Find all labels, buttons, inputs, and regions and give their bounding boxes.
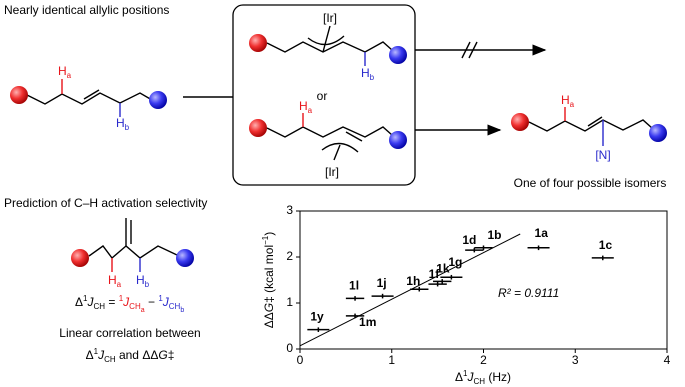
substrate <box>10 79 167 117</box>
text-part: CH <box>169 302 181 311</box>
text-part: ) <box>262 232 276 236</box>
text-part: (Hz) <box>485 370 511 384</box>
text-part: b <box>370 73 375 82</box>
text-part: ‡ <box>262 296 276 303</box>
text-part: H <box>299 99 308 113</box>
caption-line: Linear correlation between <box>59 326 200 340</box>
text-part: J <box>122 295 130 309</box>
text-part: (kcal mol <box>262 245 276 296</box>
product-caption: One of four possible isomers <box>514 176 667 190</box>
rich-text: ΔΔG‡ (kcal mol−1) <box>261 232 276 329</box>
text-part: − <box>145 295 159 309</box>
text-part: CH <box>104 355 116 364</box>
point-label: 1h <box>406 274 420 288</box>
x-tick-label: 2 <box>480 353 487 367</box>
text-part: J <box>162 295 170 309</box>
text-part: H <box>361 66 370 80</box>
rich-text: Δ1JCH = 1JCHa − 1JCHb <box>75 294 184 314</box>
x-tick-label: 4 <box>664 353 671 367</box>
arrows <box>415 41 547 136</box>
point-label: 1l <box>349 278 359 292</box>
ir-label: [Ir] <box>323 11 337 25</box>
text-part: and ΔΔ <box>116 348 159 362</box>
intermediate-bottom <box>249 113 407 161</box>
point-label: 1g <box>448 255 462 269</box>
text-part: b <box>125 123 130 132</box>
rich-text: Hb <box>136 273 150 289</box>
text-part: H <box>108 273 117 287</box>
y-tick-label: 3 <box>286 203 293 217</box>
text-part: 1 <box>119 294 124 303</box>
x-tick-label: 3 <box>572 353 579 367</box>
text-part: 1 <box>158 294 163 303</box>
annotation: R² = 0.9111 <box>498 286 559 300</box>
nitrogen-label: [N] <box>595 148 610 162</box>
text-part: a <box>117 280 122 289</box>
rich-text: Ha <box>58 64 72 80</box>
point-label: 1y <box>310 310 324 324</box>
text-part: ΔΔ <box>262 312 276 328</box>
point-label: 1a <box>535 226 549 240</box>
text-part: H <box>116 116 125 130</box>
or-label: or <box>317 89 328 103</box>
rich-text: Hb <box>116 116 130 132</box>
text-part: = <box>105 295 119 309</box>
text-part: H <box>561 93 570 107</box>
scheme-title: Nearly identical allylic positions <box>4 3 169 17</box>
text-part: Δ <box>75 295 83 309</box>
text-part: a <box>570 100 575 109</box>
text-part: H <box>58 64 67 78</box>
text-part: G <box>158 348 167 362</box>
probe-molecule <box>71 218 194 272</box>
point-label: 1d <box>462 233 476 247</box>
text-part: Δ <box>455 370 463 384</box>
point-label: 1f <box>429 267 441 281</box>
text-part: H <box>136 273 145 287</box>
intermediate-box <box>232 4 416 186</box>
y-tick-label: 1 <box>286 295 293 309</box>
y-tick-label: 0 <box>286 341 293 355</box>
text-part: a <box>308 106 313 115</box>
point-label: 1m <box>359 315 376 329</box>
point-label: 1j <box>377 276 387 290</box>
x-tick-label: 1 <box>388 353 395 367</box>
intermediate-top <box>249 25 407 66</box>
product <box>511 107 667 146</box>
text-part: a <box>67 71 72 80</box>
rich-text: Δ1JCH (Hz) <box>455 369 511 386</box>
prediction-title: Prediction of C–H activation selectivity <box>4 196 207 210</box>
text-part: CH <box>473 377 485 386</box>
text-part: Δ <box>86 348 94 362</box>
point-label: 1b <box>488 228 502 242</box>
text-part: J <box>86 295 94 309</box>
rich-text: Δ1JCH and ΔΔG‡ <box>86 347 175 364</box>
text-part: 1 <box>94 347 99 356</box>
rich-text: Ha <box>108 273 122 289</box>
text-part: 1 <box>83 294 88 303</box>
text-part: J <box>466 370 474 384</box>
text-part: ‡ <box>168 348 175 362</box>
text-part: G <box>262 303 276 312</box>
text-part: CH <box>129 302 141 311</box>
text-part: 1 <box>463 369 468 378</box>
y-tick-label: 2 <box>286 249 293 263</box>
ir-label: [Ir] <box>325 165 339 179</box>
x-tick-label: 0 <box>297 353 304 367</box>
text-part: b <box>145 280 150 289</box>
text-part: a <box>141 307 145 314</box>
text-part: −1 <box>261 235 270 245</box>
text-part: CH <box>93 302 105 311</box>
rich-text: Ha <box>299 99 313 115</box>
rich-text: Hb <box>361 66 375 82</box>
rich-text: Ha <box>561 93 575 109</box>
point-label: 1c <box>599 238 613 252</box>
text-part: b <box>180 307 184 314</box>
text-part: J <box>97 348 105 362</box>
point-label: 1k <box>436 261 450 275</box>
